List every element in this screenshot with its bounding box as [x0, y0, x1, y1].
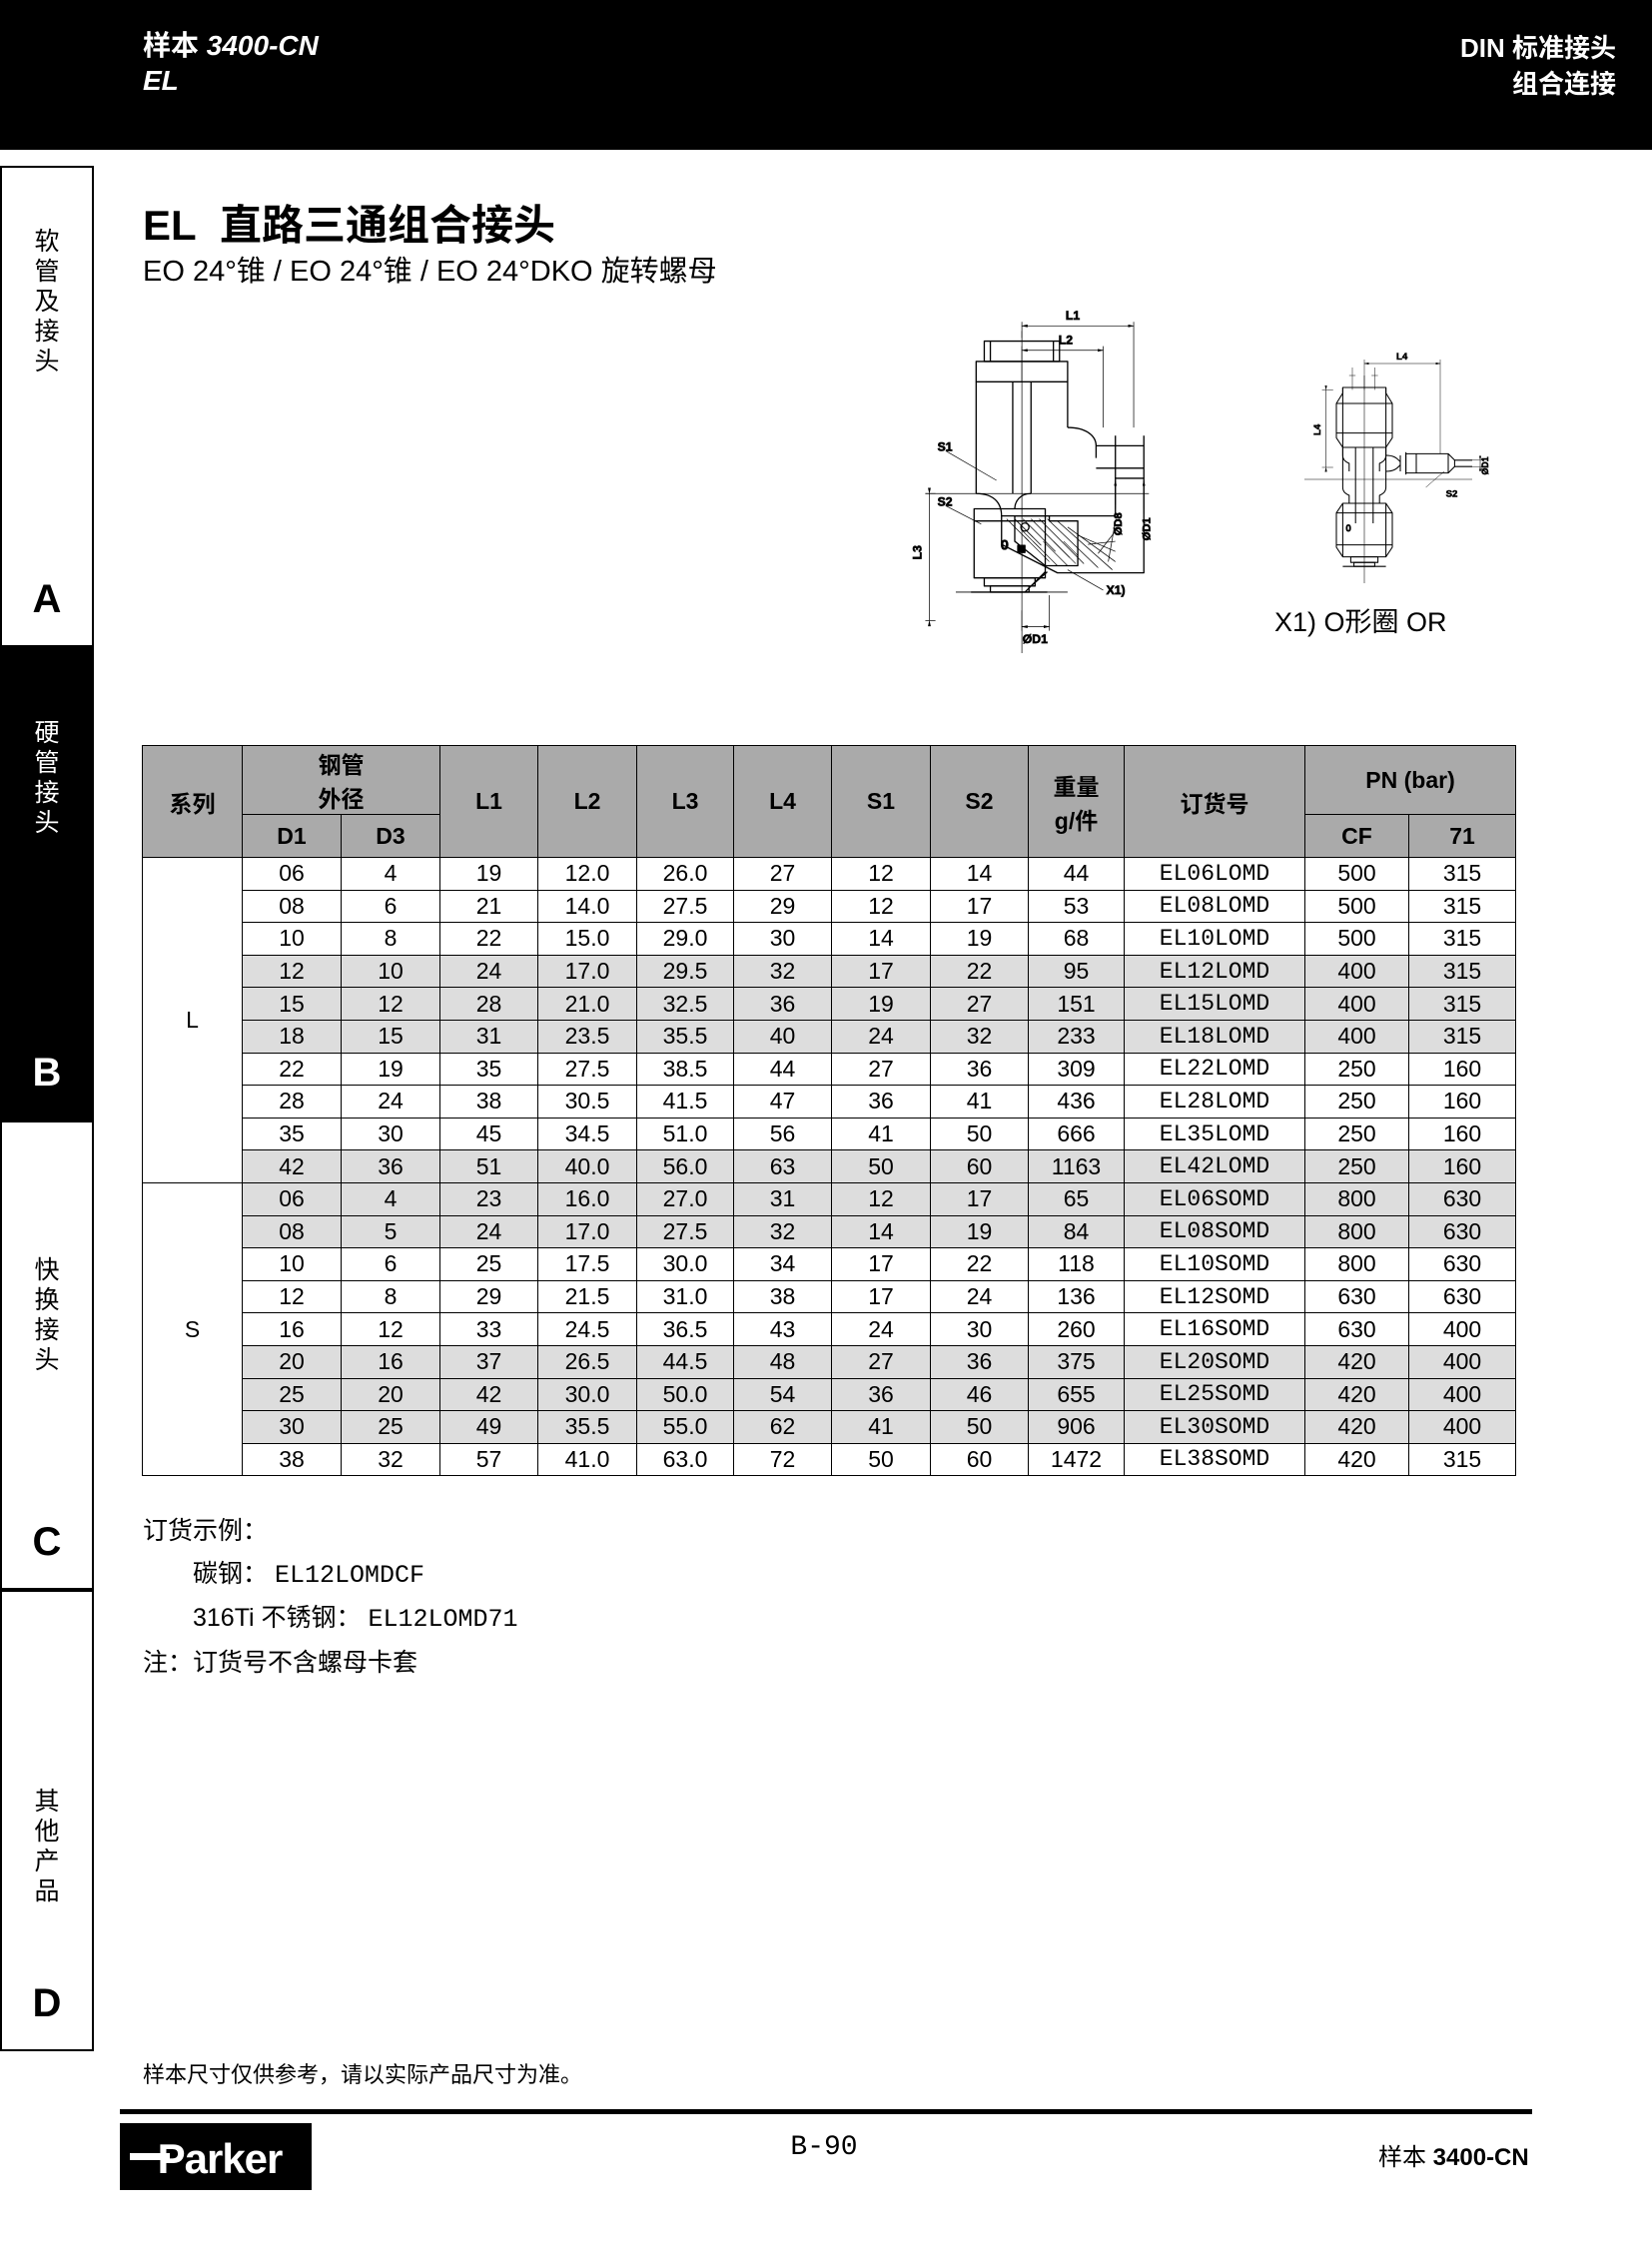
svg-text:L2: L2 [1059, 334, 1073, 348]
svg-text:ØD8: ØD8 [1113, 512, 1125, 535]
svg-text:ØD1: ØD1 [1480, 456, 1490, 474]
svg-text:0: 0 [1346, 523, 1351, 533]
svg-text:S2: S2 [938, 494, 953, 508]
svg-text:L3: L3 [910, 545, 924, 559]
svg-text:L1: L1 [1066, 309, 1080, 323]
svg-text:ØD1: ØD1 [1141, 517, 1153, 540]
svg-text:Parker: Parker [158, 2135, 283, 2182]
svg-text:L4: L4 [1396, 352, 1408, 363]
svg-text:0: 0 [1001, 537, 1008, 552]
svg-text:L4: L4 [1312, 423, 1323, 435]
svg-text:S2: S2 [1446, 489, 1458, 500]
svg-text:S1: S1 [938, 439, 953, 453]
svg-text:ØD1: ØD1 [1023, 632, 1048, 646]
svg-text:X1): X1) [1107, 583, 1126, 597]
